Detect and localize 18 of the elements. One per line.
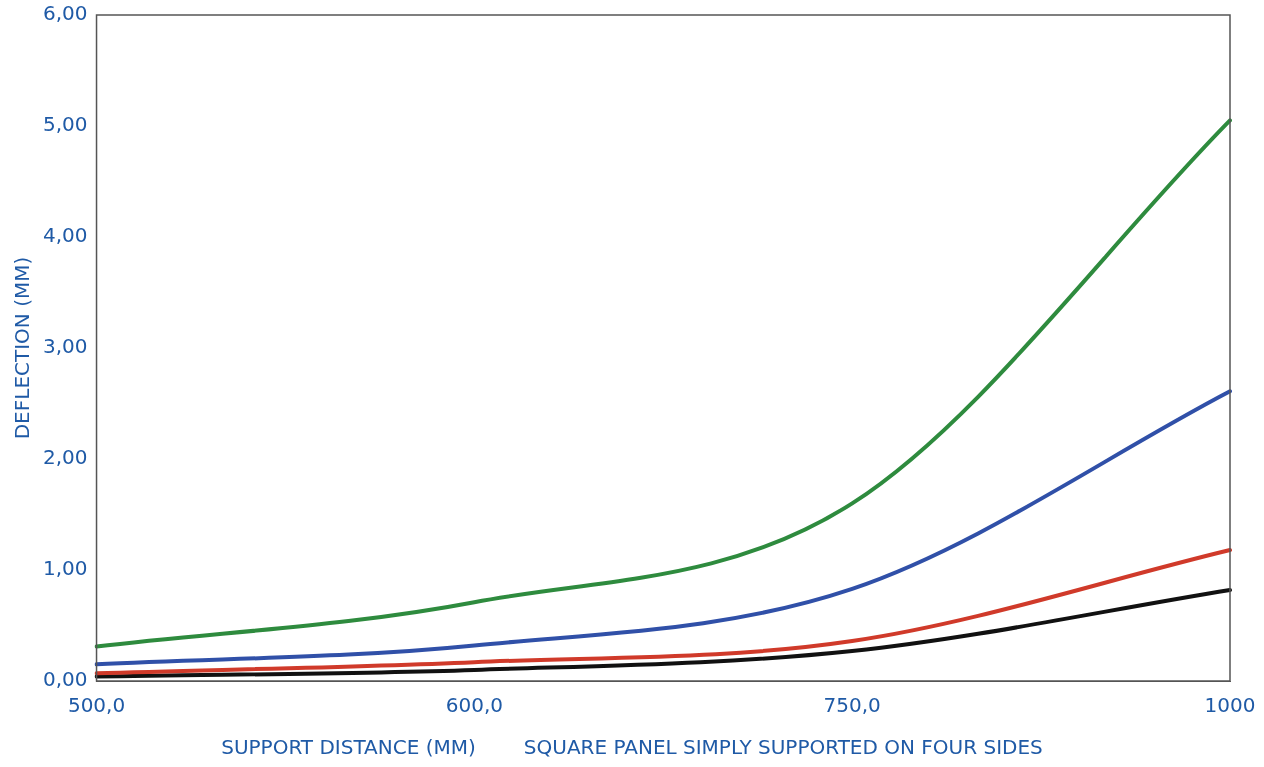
y-tick-label: 2,00 <box>43 445 88 470</box>
x-tick-label: 750,0 <box>823 693 881 718</box>
x-tick-label: 1000 <box>1204 693 1256 718</box>
y-tick-label: 3,00 <box>43 334 88 359</box>
line-series <box>94 389 1232 667</box>
y-tick-label: 4,00 <box>43 223 88 248</box>
x-tick-label: 500,0 <box>67 693 126 718</box>
y-tick-label: 1,00 <box>43 556 88 581</box>
line-series <box>94 118 1232 649</box>
line-series <box>94 587 1232 679</box>
x-tick-label: 600,0 <box>445 693 503 718</box>
text: SQUARE PANEL SIMPLY SUPPORTED ON FOUR SIDES <box>523 735 1043 759</box>
y-tick-label: 0,00 <box>43 667 88 692</box>
y-tick-label: 6,00 <box>43 1 88 26</box>
y-axis-title: DEFLECTION (MM) <box>10 256 35 440</box>
x-axis-title: SUPPORT DISTANCE (MM) <box>221 735 476 759</box>
y-tick-label: 5,00 <box>43 112 88 137</box>
line-series <box>94 548 1232 676</box>
